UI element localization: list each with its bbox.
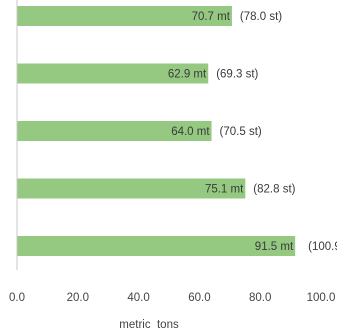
bar-value-label-2: 64.0 mt xyxy=(171,126,210,138)
x-tick-label-0: 0.0 xyxy=(9,292,25,304)
bar-secondary-label-1: (69.3 st) xyxy=(216,69,258,81)
bar-value-label-4: 91.5 mt xyxy=(255,241,294,253)
bar-value-label-3: 75.1 mt xyxy=(205,184,244,196)
bar-value-label-0: 70.7 mt xyxy=(192,11,231,23)
x-axis-title: metric tons xyxy=(119,319,179,331)
bar-secondary-label-4: (100.9 st) xyxy=(308,241,337,253)
x-tick-label-2: 40.0 xyxy=(127,292,149,304)
bar-3 xyxy=(17,178,246,199)
x-tick-label-3: 60.0 xyxy=(188,292,210,304)
bar-secondary-label-0: (78.0 st) xyxy=(240,11,282,23)
bar-0 xyxy=(17,6,232,26)
bars-group: 70.7 mt (78.0 st) 62.9 mt (69.3 st) 64.0 mt (… xyxy=(17,6,337,256)
bar-secondary-label-2: (70.5 st) xyxy=(220,126,262,138)
bar-secondary-label-3: (82.8 st) xyxy=(253,184,295,196)
x-tick-label-1: 20.0 xyxy=(67,292,89,304)
bar-2 xyxy=(17,121,212,141)
x-tick-labels: 0.0 20.0 40.0 60.0 80.0 100.0 xyxy=(9,292,335,304)
bar-1 xyxy=(17,63,209,84)
bar-4 xyxy=(17,236,296,256)
bar-value-label-1: 62.9 mt xyxy=(168,69,207,81)
x-tick-label-4: 80.0 xyxy=(249,292,271,304)
x-tick-label-5: 100.0 xyxy=(307,292,336,304)
